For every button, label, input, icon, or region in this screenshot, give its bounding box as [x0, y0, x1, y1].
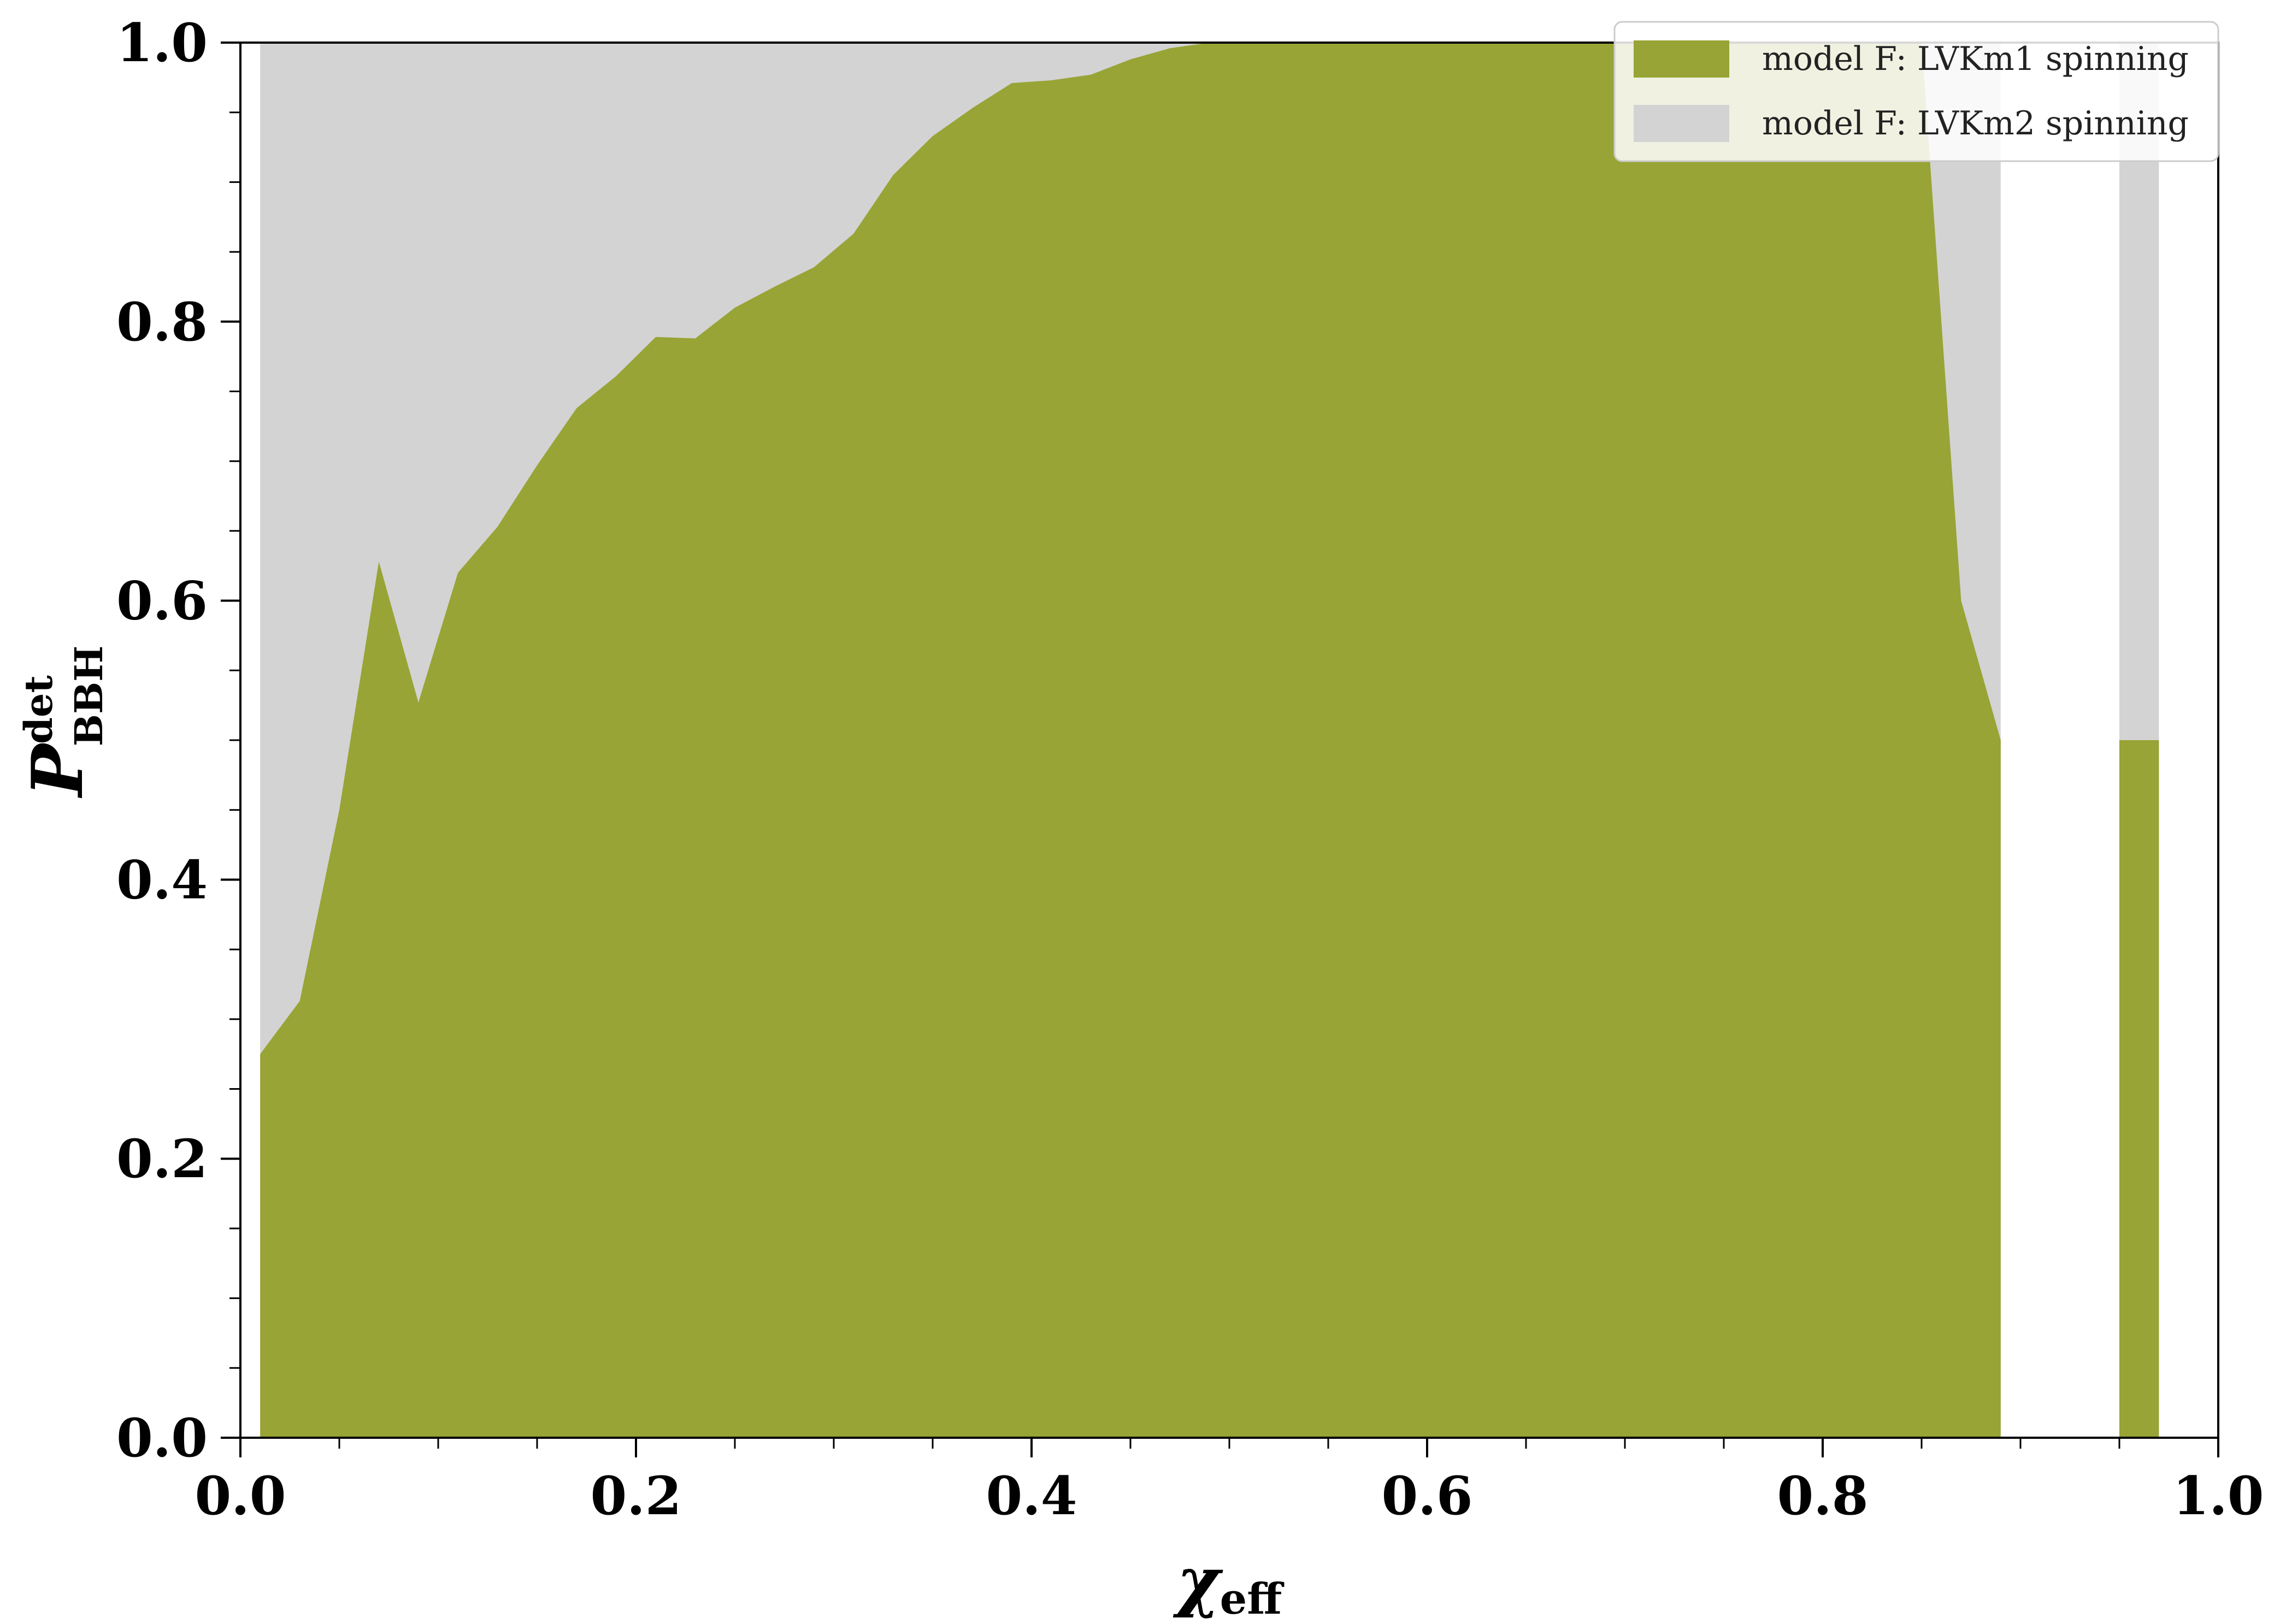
x-tick-label: 0.4: [986, 1465, 1077, 1527]
svg-text:χeff: χeff: [1173, 1543, 1285, 1624]
legend-swatch: [1634, 105, 1729, 142]
y-tick-label: 0.2: [116, 1128, 208, 1190]
x-axis-label: χeff: [1173, 1543, 1285, 1624]
area-series-1-segment-1: [2119, 740, 2159, 1438]
y-tick-label: 0.6: [116, 570, 208, 632]
axis-ticks: [221, 42, 2219, 1457]
tick-labels: 0.0 0.2 0.4 0.6 0.8 1.0 0.0 0.2 0.4 0.6 0.8 1.0: [116, 12, 2264, 1527]
y-tick-label: 0.8: [116, 291, 208, 353]
area-series-1-segment-0: [260, 43, 2001, 1438]
x-tick-label: 0.8: [1777, 1465, 1868, 1527]
x-tick-label: 0.6: [1381, 1465, 1472, 1527]
x-tick-label: 0.2: [590, 1465, 681, 1527]
x-axis-symbol: χ: [1173, 1543, 1223, 1620]
legend: model F: LVKm1 spinning model F: LVKm2 sp…: [1613, 21, 2219, 162]
y-tick-label: 0.4: [116, 849, 208, 911]
y-axis-label: Pdet BBH: [16, 646, 111, 799]
legend-swatch: [1634, 40, 1729, 78]
x-tick-label: 1.0: [2172, 1465, 2264, 1527]
y-axis-symbol: P: [17, 742, 99, 798]
legend-label: model F: LVKm1 spinning: [1762, 40, 2189, 78]
legend-label: model F: LVKm2 spinning: [1762, 104, 2189, 143]
x-axis-subscript: eff: [1220, 1574, 1285, 1624]
y-tick-label: 1.0: [116, 12, 208, 74]
legend-box: [1613, 21, 2219, 162]
x-tick-label: 0.0: [195, 1465, 286, 1527]
y-tick-label: 0.0: [116, 1407, 208, 1469]
plot-areas: [260, 43, 2159, 1438]
y-axis-subscript: BBH: [66, 646, 111, 746]
y-axis-superscript: det: [16, 675, 61, 744]
